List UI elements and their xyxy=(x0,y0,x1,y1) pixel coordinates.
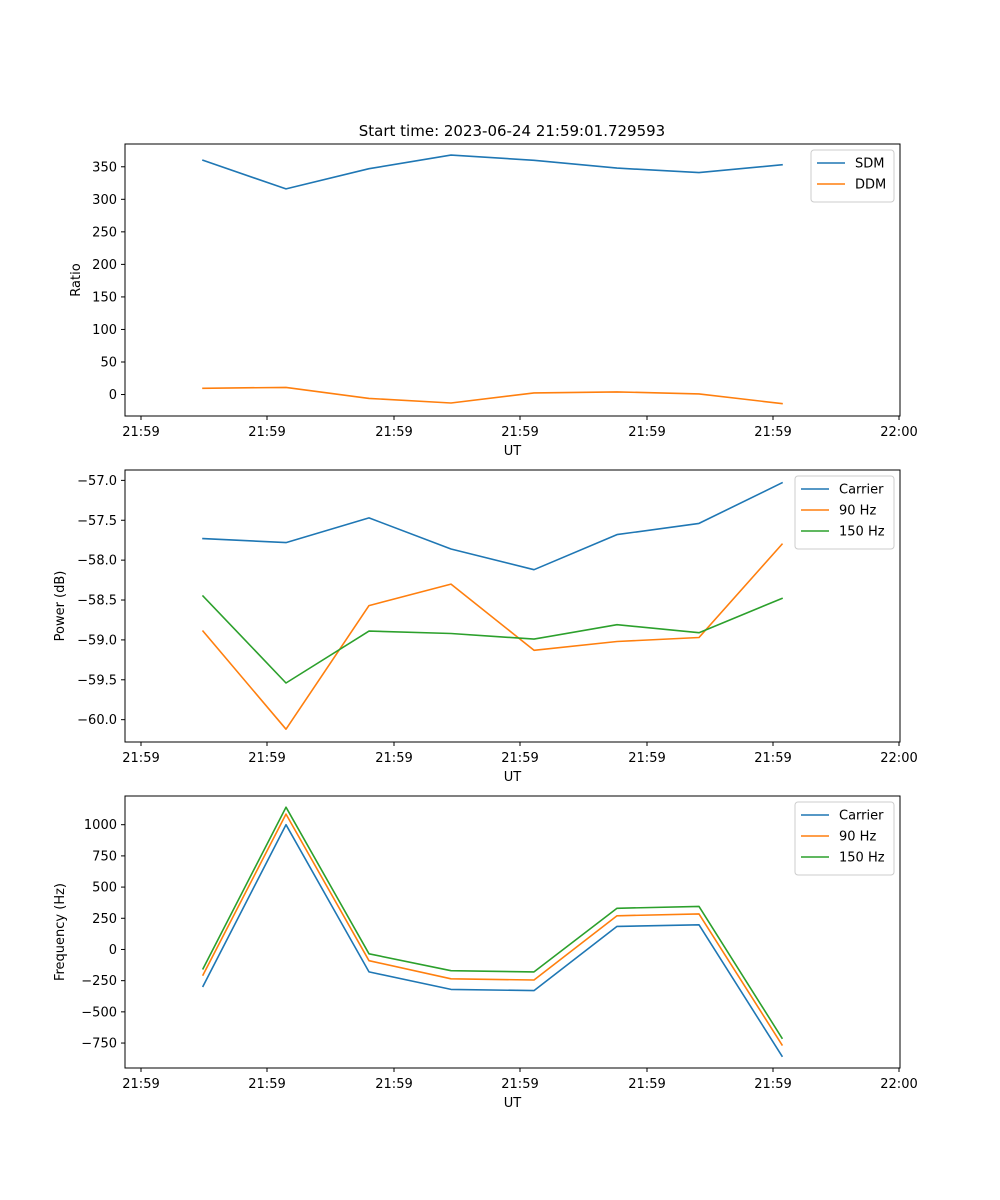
y-tick-label: 250 xyxy=(92,225,117,240)
x-tick-label: 22:00 xyxy=(880,751,917,766)
series-line-2 xyxy=(201,543,784,731)
x-tick-label: 21:59 xyxy=(248,1077,285,1092)
x-tick-label: 21:59 xyxy=(754,425,791,440)
y-tick-label: 350 xyxy=(92,160,117,175)
axes-frame xyxy=(124,469,901,743)
series-line-3 xyxy=(201,806,784,1040)
x-axis-label: UT xyxy=(504,770,522,785)
y-tick-label: 750 xyxy=(92,849,117,864)
y-tick-label: 0 xyxy=(109,943,117,958)
x-tick-label: 21:59 xyxy=(754,1077,791,1092)
x-tick-label: 21:59 xyxy=(501,425,538,440)
y-tick-label: −59.0 xyxy=(77,633,117,648)
y-tick-label: −750 xyxy=(81,1037,117,1052)
axes-frame xyxy=(124,795,901,1069)
y-tick-label: 50 xyxy=(100,355,117,370)
legend: Carrier 90 Hz 150 Hz xyxy=(794,801,895,876)
chart-panel-2: 21:59 21:59 21:59 21:59 21:59 21:59 22:00 −60.0… xyxy=(53,469,918,785)
y-tick-label: −57.5 xyxy=(77,514,117,529)
x-tick-label: 21:59 xyxy=(628,751,665,766)
legend-entry: Carrier xyxy=(839,483,884,498)
y-axis-label: Ratio xyxy=(69,263,84,296)
y-axis-label: Power (dB) xyxy=(53,571,68,642)
x-tick-label: 21:59 xyxy=(122,751,159,766)
x-tick-label: 21:59 xyxy=(628,425,665,440)
figure-title: Start time: 2023-06-24 21:59:01.729593 xyxy=(359,122,665,140)
legend-entry: Carrier xyxy=(839,809,884,824)
chart-panel-1: 21:59 21:59 21:59 21:59 21:59 21:59 22:00 0 50 10… xyxy=(69,143,918,459)
series-line-2 xyxy=(202,386,783,405)
series-line-2 xyxy=(201,813,784,1047)
x-tick-label: 22:00 xyxy=(880,425,917,440)
y-tick-label: 200 xyxy=(92,258,117,273)
x-tick-label: 22:00 xyxy=(880,1077,917,1092)
y-tick-label: −500 xyxy=(81,1005,117,1020)
y-tick-label: −58.0 xyxy=(77,554,117,569)
y-tick-label: −57.0 xyxy=(77,474,117,489)
x-tick-label: 21:59 xyxy=(375,425,412,440)
legend: SDM DDM xyxy=(810,149,895,203)
x-tick-label: 21:59 xyxy=(375,1077,412,1092)
x-tick-label: 21:59 xyxy=(754,751,791,766)
legend-entry: 90 Hz xyxy=(839,830,876,845)
x-tick-label: 21:59 xyxy=(122,1077,159,1092)
x-tick-label: 21:59 xyxy=(501,751,538,766)
x-tick-label: 21:59 xyxy=(248,751,285,766)
y-tick-label: 500 xyxy=(92,881,117,896)
legend-entry: DDM xyxy=(855,178,886,193)
legend-entry: SDM xyxy=(855,157,884,172)
legend-entry: 150 Hz xyxy=(839,851,885,866)
legend-entry: 150 Hz xyxy=(839,525,885,540)
y-tick-label: 100 xyxy=(92,323,117,338)
x-tick-label: 21:59 xyxy=(122,425,159,440)
x-axis-label: UT xyxy=(504,444,522,459)
series-line-1 xyxy=(201,823,784,1058)
y-tick-label: 1000 xyxy=(84,818,117,833)
x-tick-label: 21:59 xyxy=(248,425,285,440)
series-line-3 xyxy=(201,594,784,684)
chart-panels: 21:59 21:59 21:59 21:59 21:59 21:59 22:00 0 50 10… xyxy=(53,143,918,1111)
legend: Carrier 90 Hz 150 Hz xyxy=(794,475,895,550)
chart-panel-3: 21:59 21:59 21:59 21:59 21:59 21:59 22:00 −750 −… xyxy=(53,795,918,1111)
x-tick-label: 21:59 xyxy=(375,751,412,766)
y-tick-label: 250 xyxy=(92,912,117,927)
x-axis-label: UT xyxy=(504,1096,522,1111)
y-tick-label: −60.0 xyxy=(77,713,117,728)
y-tick-label: 0 xyxy=(109,388,117,403)
y-tick-label: −59.5 xyxy=(77,673,117,688)
y-tick-label: 300 xyxy=(92,193,117,208)
legend-entry: 90 Hz xyxy=(839,504,876,519)
y-axis-label: Frequency (Hz) xyxy=(53,883,68,981)
x-tick-label: 21:59 xyxy=(628,1077,665,1092)
y-tick-label: −58.5 xyxy=(77,594,117,609)
series-line-1 xyxy=(202,481,784,571)
series-line-1 xyxy=(201,154,783,190)
y-tick-label: 150 xyxy=(92,290,117,305)
x-tick-label: 21:59 xyxy=(501,1077,538,1092)
axes-frame xyxy=(124,143,901,417)
y-tick-label: −250 xyxy=(81,974,117,989)
